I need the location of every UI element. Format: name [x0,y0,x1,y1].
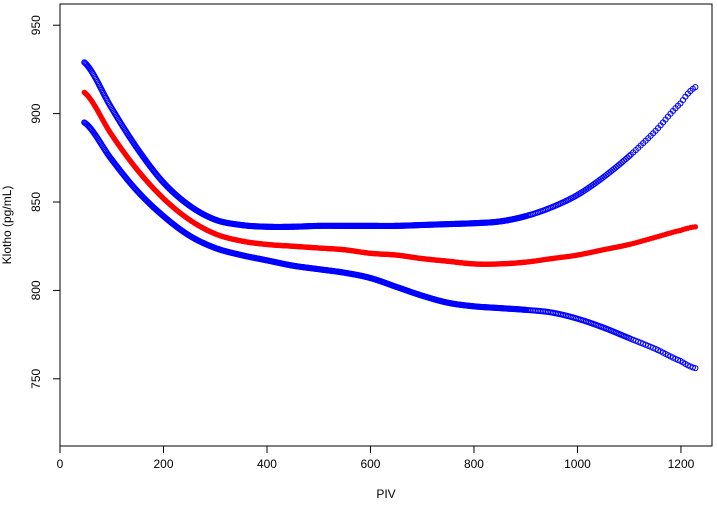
y-tick-label: 950 [29,15,43,35]
x-tick-label: 1000 [564,457,591,471]
y-tick-label: 800 [29,280,43,300]
data-point [692,365,699,372]
y-axis-title: Klotho (pg/mL) [0,186,14,265]
data-point [689,364,696,371]
data-point [692,84,699,91]
series-lower-bound [81,119,699,372]
x-axis: 0 200 400 600 800 1000 1200 [57,446,695,471]
x-axis-title: PIV [376,487,395,501]
x-tick-label: 800 [464,457,484,471]
plot-box [59,3,713,447]
series-estimate [81,89,699,267]
y-tick-label: 850 [29,192,43,212]
x-tick-label: 600 [360,457,380,471]
x-tick-label: 400 [257,457,277,471]
y-axis: 750 800 850 900 950 [29,15,60,389]
series-layer [81,59,699,372]
y-tick-label: 750 [29,368,43,388]
data-point [626,153,633,160]
y-tick-label: 900 [29,103,43,123]
series-upper-bound [81,59,699,231]
x-tick-label: 200 [153,457,173,471]
x-tick-label: 1200 [668,457,695,471]
x-tick-label: 0 [57,457,64,471]
data-point [692,224,699,230]
